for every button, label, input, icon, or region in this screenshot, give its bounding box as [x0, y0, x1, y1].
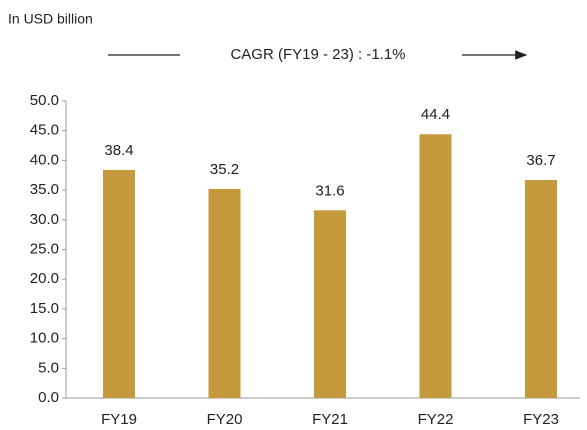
y-tick-label: 10.0	[30, 330, 59, 347]
value-label: 31.6	[315, 182, 344, 199]
cagr-annotation: CAGR (FY19 - 23) : -1.1%	[230, 46, 405, 63]
y-tick-label: 20.0	[30, 270, 59, 287]
bar	[208, 188, 241, 398]
chart-subtitle: In USD billion	[8, 11, 93, 27]
y-tick-label: 40.0	[30, 151, 59, 168]
y-tick-label: 35.0	[30, 181, 59, 198]
x-tick-label: FY23	[523, 411, 559, 428]
x-tick-label: FY19	[101, 411, 137, 428]
y-tick-label: 50.0	[30, 92, 59, 109]
y-tick-label: 5.0	[38, 359, 59, 376]
y-tick-label: 30.0	[30, 211, 59, 228]
bar	[314, 210, 346, 398]
bar	[103, 169, 135, 398]
y-tick-label: 0.0	[38, 389, 59, 406]
y-tick-label: 45.0	[30, 122, 59, 139]
value-label: 44.4	[421, 106, 450, 123]
value-label: 36.7	[526, 152, 555, 169]
x-tick-label: FY21	[312, 411, 348, 428]
x-tick-label: FY20	[207, 411, 243, 428]
value-label: 38.4	[104, 142, 133, 159]
value-label: 35.2	[210, 161, 239, 178]
y-tick-label: 15.0	[30, 300, 59, 317]
y-tick-label: 25.0	[30, 240, 59, 257]
bar	[525, 180, 557, 398]
bar	[419, 134, 452, 398]
x-tick-label: FY22	[418, 411, 454, 428]
